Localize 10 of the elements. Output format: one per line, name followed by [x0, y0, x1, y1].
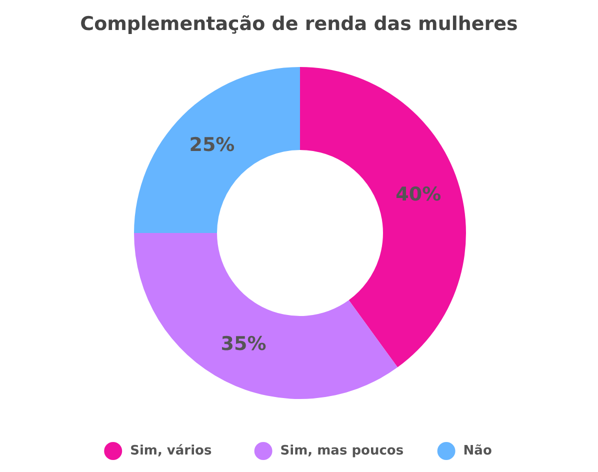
data-label: 35% [220, 332, 266, 355]
chart-title: Complementação de renda das mulheres [80, 13, 518, 35]
data-label: 40% [396, 184, 442, 206]
legend-label: Não [463, 444, 492, 458]
legend-label: Sim, mas poucos [280, 444, 404, 458]
legend-label: Sim, vários [130, 444, 212, 458]
donut-slice [134, 67, 300, 233]
donut-slice [300, 67, 466, 368]
data-label: 25% [189, 134, 235, 156]
donut-slice [134, 233, 398, 399]
